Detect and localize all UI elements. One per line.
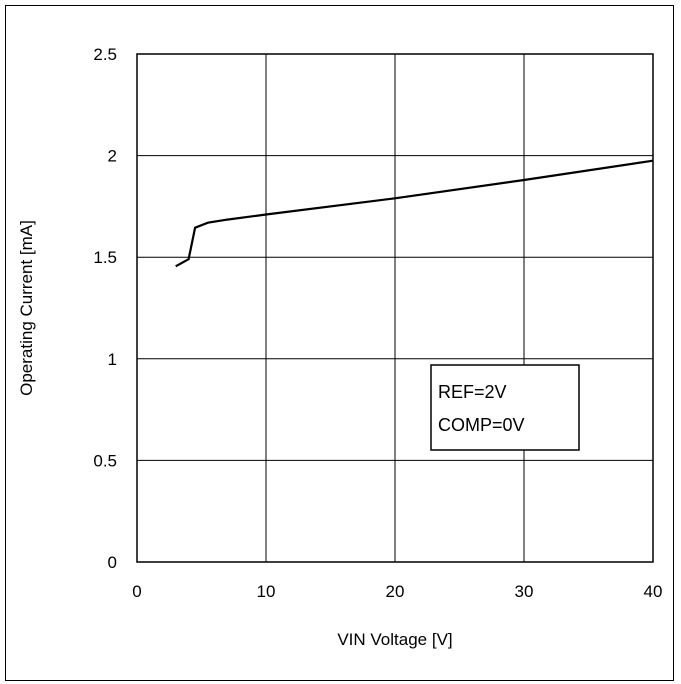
x-tick-label: 10 <box>257 582 276 601</box>
annotation-ref: REF=2V <box>438 382 507 402</box>
y-tick-label: 2.5 <box>93 45 117 64</box>
tick-labels: 0 10 20 30 40 0 0.5 1 1.5 2 2.5 <box>93 45 662 601</box>
y-tick-label: 0.5 <box>93 451 117 470</box>
y-tick-label: 2 <box>108 147 117 166</box>
chart-frame <box>5 5 674 681</box>
y-tick-label: 1 <box>108 350 117 369</box>
annotation-comp: COMP=0V <box>438 415 525 435</box>
x-tick-label: 0 <box>132 582 141 601</box>
plot-area <box>136 53 654 563</box>
x-axis-title: VIN Voltage [V] <box>337 630 452 649</box>
x-tick-label: 40 <box>644 582 663 601</box>
y-axis-title: Operating Current [mA] <box>17 220 36 396</box>
y-tick-label: 0 <box>108 553 117 572</box>
x-tick-label: 30 <box>515 582 534 601</box>
series-line <box>175 159 654 268</box>
annotation-box: REF=2V COMP=0V <box>430 364 580 451</box>
x-tick-label: 20 <box>386 582 405 601</box>
y-tick-label: 1.5 <box>93 248 117 267</box>
grid <box>137 54 653 562</box>
